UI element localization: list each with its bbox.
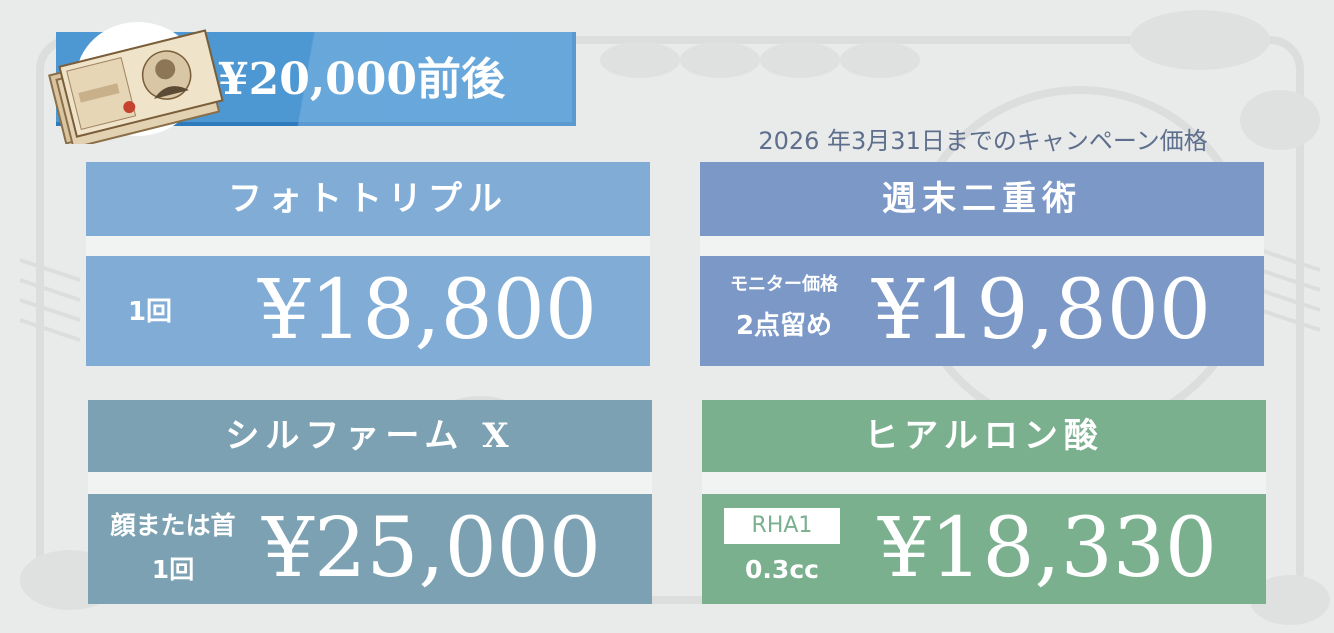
card-divider [700, 236, 1264, 256]
card-note-count: 1回 [151, 555, 195, 584]
card-title: フォトトリプル [86, 162, 650, 236]
card-price: ¥19,800 [872, 263, 1212, 358]
card-note-volume: 0.3cc [745, 555, 819, 584]
card-title: ヒアルロン酸 [702, 400, 1266, 472]
banknote-icon [48, 29, 224, 144]
product-tag-badge: RHA1 [724, 508, 840, 544]
card-body: 1回 ¥18,800 [86, 256, 650, 366]
card-divider [86, 236, 650, 256]
card-divider [88, 472, 652, 494]
card-body: RHA1 0.3cc ¥18,330 [702, 494, 1266, 604]
card-body: 顔または首 1回 ¥25,000 [88, 494, 652, 604]
card-price: ¥25,000 [262, 501, 602, 596]
campaign-note: 2026 年3月31日までのキャンペーン価格 [758, 127, 1208, 155]
card-note-monitor: モニター価格 [730, 274, 838, 295]
card-price: ¥18,330 [878, 501, 1218, 596]
card-price: ¥18,800 [258, 263, 598, 358]
card-body: モニター価格 2点留め ¥19,800 [700, 256, 1264, 366]
card-title: 週末二重術 [700, 162, 1264, 236]
card-title: シルファーム X [88, 400, 652, 472]
card-note-area: 顔または首 [110, 511, 236, 540]
card-divider [702, 472, 1266, 494]
card-note-points: 2点留め [735, 311, 833, 341]
banner-title: ¥20,000前後 [218, 54, 506, 105]
card-note: 1回 [127, 297, 173, 327]
